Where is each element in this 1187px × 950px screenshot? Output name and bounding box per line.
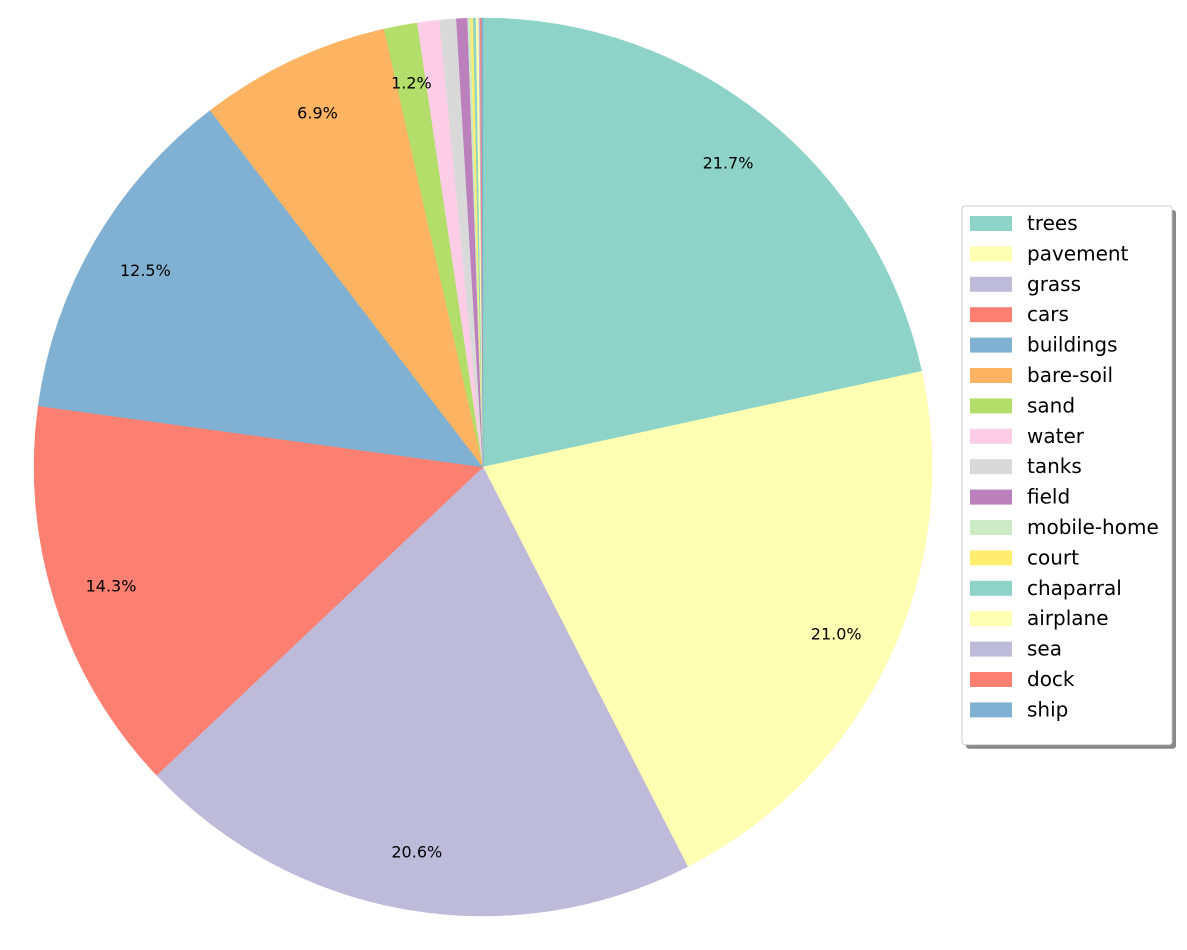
pie-slice-buildings (37, 110, 484, 468)
pie-slice-cars (33, 405, 484, 776)
pct-label-grass: 20.6% (391, 843, 442, 862)
pie-slice-bare-soil (209, 28, 484, 468)
legend-label-court: court (1027, 545, 1079, 569)
legend-swatch-sea (970, 641, 1012, 657)
legend-label-pavement: pavement (1027, 241, 1129, 265)
legend-swatch-field (970, 489, 1012, 505)
legend-label-cars: cars (1027, 302, 1069, 326)
pie-slices (33, 17, 933, 917)
pct-label-pavement: 21.0% (811, 624, 862, 643)
legend-box (961, 205, 1173, 746)
legend-swatch-dock (970, 672, 1012, 687)
legend-label-mobile-home: mobile-home (1027, 515, 1159, 539)
legend-swatch-sand (970, 398, 1012, 414)
legend-swatch-airplane (970, 611, 1012, 627)
legend-swatch-pavement (970, 246, 1012, 262)
pie-percentage-labels: 21.7% 21.0% 20.6% 14.3% 12.5% 6.9% 1.2% (86, 74, 862, 862)
legend-label-buildings: buildings (1027, 333, 1118, 357)
legend-swatch-tanks (970, 459, 1012, 475)
legend-swatch-grass (970, 276, 1012, 292)
pct-label-buildings: 12.5% (120, 261, 171, 280)
legend-label-grass: grass (1027, 272, 1081, 296)
legend-swatch-mobile-home (970, 520, 1012, 535)
legend-swatch-trees (970, 216, 1012, 231)
legend-label-sand: sand (1027, 393, 1075, 417)
legend-label-airplane: airplane (1027, 606, 1109, 630)
legend-swatch-bare-soil (970, 368, 1012, 383)
pie-slice-pavement (482, 370, 933, 867)
pct-label-trees: 21.7% (703, 153, 754, 172)
legend-label-water: water (1027, 424, 1085, 448)
pie-slice-trees (482, 17, 922, 468)
legend-label-sea: sea (1027, 637, 1062, 661)
legend-label-chaparral: chaparral (1027, 576, 1122, 600)
pct-label-sand: 1.2% (391, 74, 432, 93)
pie-slice-grass (156, 466, 689, 917)
pct-label-cars: 14.3% (86, 577, 137, 596)
legend-label-trees: trees (1027, 211, 1078, 235)
legend-swatch-cars (970, 307, 1012, 323)
pct-label-bare-soil: 6.9% (297, 104, 338, 123)
legend-label-dock: dock (1027, 667, 1075, 691)
legend-swatch-buildings (970, 337, 1012, 353)
legend-swatch-water (970, 428, 1012, 444)
legend-swatch-court (970, 550, 1012, 566)
pie-slice-ship (481, 17, 484, 468)
legend-label-bare-soil: bare-soil (1027, 363, 1113, 387)
legend-label-field: field (1027, 485, 1070, 509)
legend-swatch-chaparral (970, 580, 1012, 596)
legend-label-ship: ship (1027, 697, 1068, 721)
legend: trees pavement grass cars buildings bare-soil… (961, 205, 1176, 749)
legend-swatch-ship (970, 702, 1012, 718)
legend-label-tanks: tanks (1027, 454, 1082, 478)
